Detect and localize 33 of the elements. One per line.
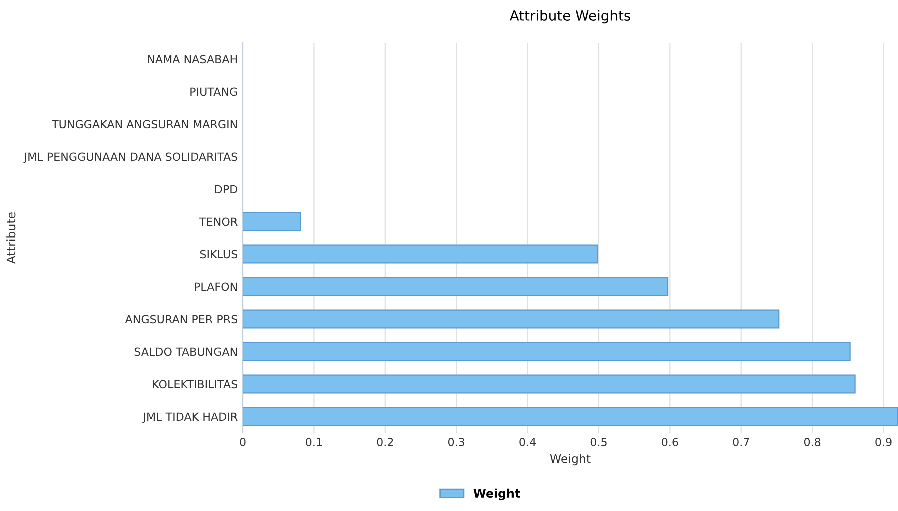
y-tick-label: TUNGGAKAN ANGSURAN MARGIN (52, 120, 238, 129)
x-tick-label: 0.6 (662, 438, 678, 446)
y-tick-label: JML TIDAK HADIR (142, 412, 238, 424)
bar (243, 310, 780, 329)
bar (243, 374, 856, 394)
x-tick-label: 0.1 (306, 438, 322, 446)
bar (243, 407, 898, 426)
legend-label: Weight (474, 488, 520, 500)
bar (243, 277, 669, 296)
x-tick-label: 0.7 (733, 438, 750, 446)
chart-title: Attribute Weights (510, 10, 631, 24)
y-axis-title: Attribute (6, 212, 16, 264)
y-tick-label: SIKLUS (200, 250, 238, 259)
y-tick-label: DPD (215, 185, 238, 194)
x-tick-label: 0 (240, 438, 246, 446)
y-tick-label: PIUTANG (190, 88, 238, 96)
x-tick-label: 0.4 (520, 438, 536, 446)
y-tick-label: KOLEKTIBILITAS (153, 380, 238, 389)
y-tick-label: PLAFON (195, 282, 238, 292)
x-tick-label: 0.8 (804, 438, 821, 446)
y-tick-label: SALDO TABUNGAN (134, 348, 238, 356)
y-tick-label: JML PENGGUNAAN DANA SOLIDARITAS (24, 152, 238, 164)
x-tick-label: 0.9 (876, 438, 892, 446)
x-tick-label: 0.2 (377, 438, 394, 446)
y-tick-label: TENOR (200, 218, 238, 226)
y-tick-label: NAMA NASABAH (148, 55, 238, 64)
bar (243, 212, 302, 232)
bar (243, 342, 851, 362)
x-tick-label: 0.5 (590, 438, 607, 446)
x-tick-label: 0.3 (448, 438, 465, 446)
x-axis-title: Weight (550, 454, 591, 466)
y-tick-label: ANGSURAN PER PRS (125, 315, 238, 324)
bar (243, 244, 598, 264)
